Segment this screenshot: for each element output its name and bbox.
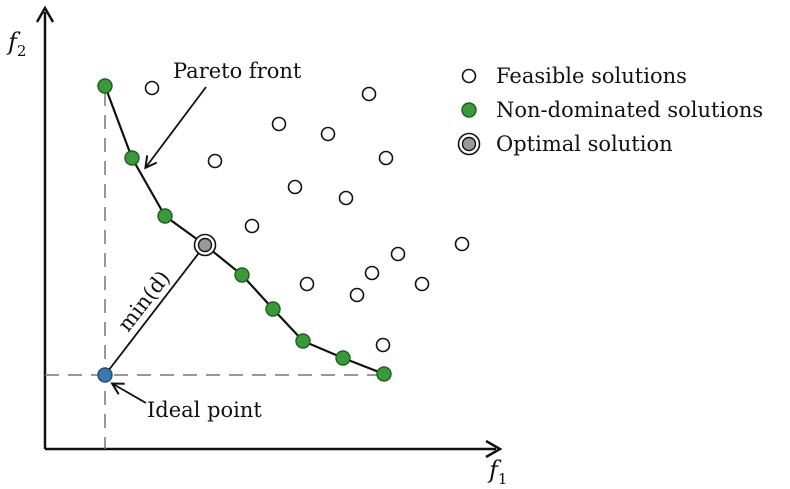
feasible-point (299, 276, 315, 292)
pareto-front-arrow (146, 86, 207, 167)
non-dominated-point (234, 267, 250, 283)
non-dominated-points (97, 78, 392, 382)
non-dominated-point (124, 150, 140, 166)
ideal-point-arrow (113, 384, 147, 404)
y-axis-arrow (35, 5, 55, 23)
feasible-point (361, 86, 377, 102)
legend-optimal-label: Optimal solution (496, 132, 673, 156)
feasible-points (144, 80, 470, 353)
feasible-point (271, 116, 287, 132)
feasible-point (454, 236, 470, 252)
legend: Feasible solutions Non-dominated solutio… (457, 64, 763, 156)
feasible-point (244, 218, 260, 234)
legend-optimal-icon (457, 132, 481, 156)
non-dominated-point (295, 333, 311, 349)
feasible-point (338, 190, 354, 206)
non-dominated-point (157, 208, 173, 224)
x-axis-arrow (485, 439, 503, 459)
feasible-point (364, 265, 380, 281)
min-distance-line (104, 244, 206, 376)
non-dominated-point (335, 350, 351, 366)
x-axis-label: f1 (487, 456, 507, 488)
non-dominated-point (376, 366, 392, 382)
feasible-point (414, 276, 430, 292)
non-dominated-point (265, 301, 281, 317)
ideal-point-label: Ideal point (147, 398, 262, 422)
legend-feasible-icon (461, 68, 477, 84)
feasible-point (390, 246, 406, 262)
feasible-point (320, 126, 336, 142)
ideal-point (97, 367, 113, 383)
legend-non-dominated-label: Non-dominated solutions (496, 98, 763, 122)
feasible-point (144, 80, 160, 96)
feasible-point (207, 153, 223, 169)
non-dominated-point (97, 78, 113, 94)
feasible-point (349, 287, 365, 303)
y-axis-label: f2 (6, 28, 26, 60)
pareto-front-line (103, 85, 385, 376)
pareto-front-label: Pareto front (173, 59, 302, 83)
optimal-solution-point (193, 233, 217, 257)
legend-non-dominated-icon (461, 102, 477, 118)
feasible-point (375, 337, 391, 353)
legend-feasible-label: Feasible solutions (496, 64, 687, 88)
feasible-point (378, 150, 394, 166)
feasible-point (287, 179, 303, 195)
